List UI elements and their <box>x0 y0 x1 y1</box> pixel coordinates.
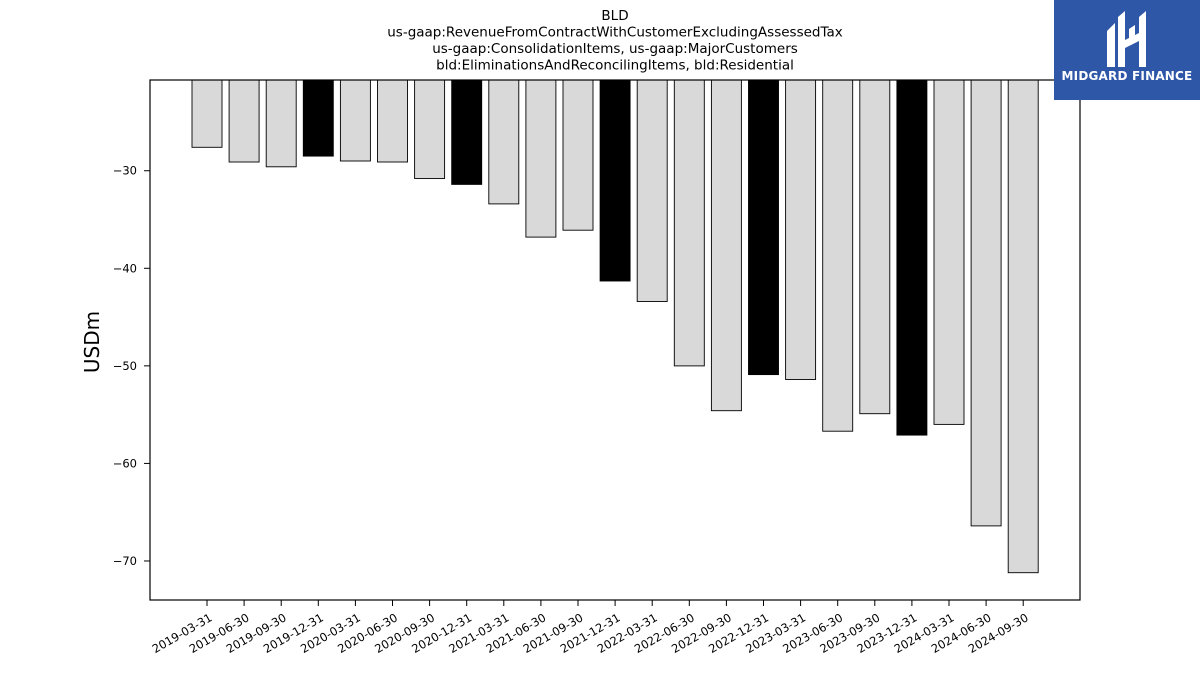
bar-2020-12-31 <box>451 79 483 185</box>
bar-2020-06-30 <box>377 79 408 163</box>
bar-2022-06-30 <box>673 79 705 367</box>
bars-group <box>191 79 1039 574</box>
chart-title-line: bld:EliminationsAndReconcilingItems, bld… <box>436 58 794 74</box>
bar-2023-12-31 <box>896 79 928 436</box>
midgard-logo-icon <box>1107 11 1146 67</box>
bar-2019-03-31 <box>191 79 223 148</box>
bar-2022-03-31 <box>636 79 668 302</box>
chart-title-line: BLD <box>601 8 628 24</box>
bar-2024-09-30 <box>1007 79 1039 574</box>
bar-2024-06-30 <box>970 79 1002 527</box>
bar-2019-12-31 <box>302 79 334 157</box>
brand-logo: MIDGARD FINANCE <box>1054 0 1200 100</box>
bar-2023-09-30 <box>859 79 891 415</box>
bar-2020-03-31 <box>339 79 371 162</box>
bar-2022-09-30 <box>710 79 742 412</box>
y-tick-label: −70 <box>113 554 137 568</box>
chart-title-line: us-gaap:RevenueFromContractWithCustomerE… <box>387 25 843 41</box>
bar-2022-12-31 <box>748 79 779 376</box>
logo-text: MIDGARD FINANCE <box>1061 69 1193 83</box>
y-tick-label: −40 <box>113 261 137 275</box>
y-tick-label: −30 <box>113 164 137 178</box>
y-axis: −30 −40 −50 −60 −70 <box>113 164 150 568</box>
bar-2019-09-30 <box>265 79 297 168</box>
bar-2023-06-30 <box>822 79 854 432</box>
x-axis: 2019-03-312019-06-302019-09-302019-12-31… <box>150 600 1031 656</box>
bar-2021-09-30 <box>562 79 594 231</box>
chart-title-line: us-gaap:ConsolidationItems, us-gaap:Majo… <box>432 41 798 57</box>
bar-2021-12-31 <box>599 79 631 282</box>
bar-2021-03-31 <box>488 79 520 205</box>
y-axis-label: USDm <box>80 311 104 373</box>
bar-2019-06-30 <box>228 79 260 163</box>
bar-2020-09-30 <box>414 79 446 179</box>
bar-2021-06-30 <box>525 79 557 238</box>
bar-2023-03-31 <box>785 79 817 380</box>
bar-2024-03-31 <box>933 79 965 425</box>
y-tick-label: −60 <box>113 456 137 470</box>
chart-title: BLDus-gaap:RevenueFromContractWithCustom… <box>387 8 843 74</box>
y-tick-label: −50 <box>113 359 137 373</box>
